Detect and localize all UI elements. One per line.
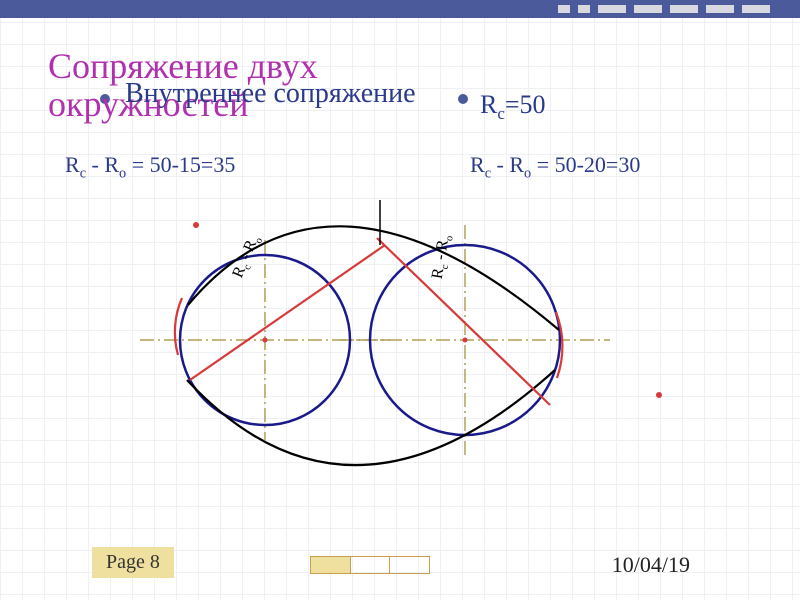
top-ornament — [578, 5, 590, 13]
top-ornament — [634, 5, 662, 13]
formula-left: Rс - Rо = 50-15=35 — [65, 152, 235, 182]
top-ornament — [706, 5, 734, 13]
footer-seg — [390, 557, 429, 573]
dot — [656, 392, 662, 398]
slide-subtitle: Внутреннее сопряжение — [125, 78, 416, 110]
rc-equals-label: Rс=50 — [480, 90, 546, 124]
top-ornament — [558, 5, 570, 13]
formula-right: Rс - Rо = 50-20=30 — [470, 152, 640, 182]
footer-seg — [351, 557, 391, 573]
footer-ornament — [310, 556, 430, 574]
top-ornament — [742, 5, 770, 13]
dot — [193, 222, 199, 228]
top-bar — [0, 0, 800, 18]
slide-date: 10/04/19 — [612, 552, 690, 578]
top-ornament — [598, 5, 626, 13]
page-number: Page 8 — [92, 547, 174, 578]
top-ornament — [670, 5, 698, 13]
footer-seg — [311, 557, 351, 573]
bullet-icon — [458, 94, 468, 104]
